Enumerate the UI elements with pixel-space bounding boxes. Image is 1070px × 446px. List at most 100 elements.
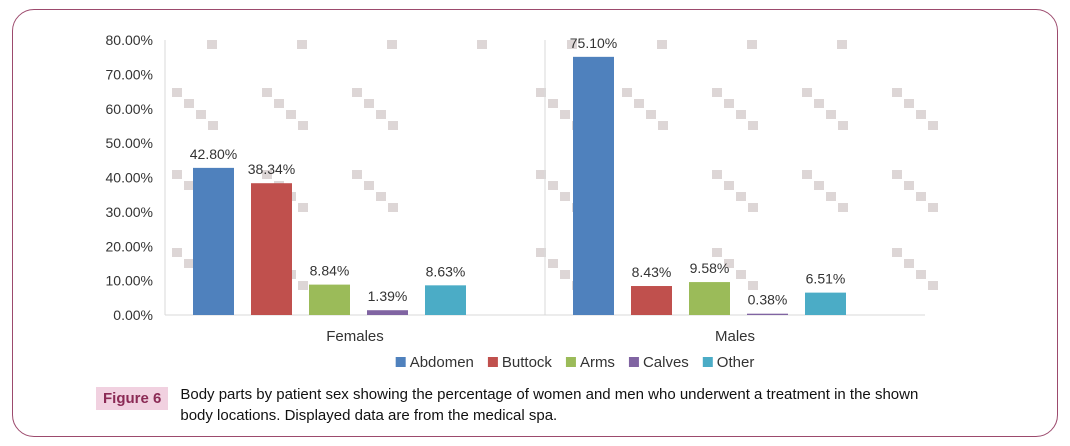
- figure-frame: [12, 9, 1058, 437]
- legend-swatch-arms: [565, 357, 576, 367]
- pattern-square: [352, 170, 362, 179]
- pattern-square: [172, 170, 182, 179]
- pattern-square: [536, 170, 546, 179]
- caption-line-1: Body parts by patient sex showing the pe…: [180, 386, 919, 403]
- pattern-square: [658, 121, 668, 130]
- figure-caption: Figure 6 Body parts by patient sex showi…: [96, 384, 1016, 426]
- pattern-square: [736, 192, 746, 201]
- pattern-square: [904, 259, 914, 268]
- bar-calves-males: [747, 313, 788, 315]
- y-tick-label: 50.00%: [106, 135, 153, 151]
- data-label: 9.58%: [690, 260, 730, 276]
- pattern-square: [560, 110, 570, 119]
- bar-calves-females: [367, 310, 408, 315]
- x-category-label: Males: [715, 328, 755, 345]
- pattern-square: [748, 121, 758, 130]
- pattern-square: [352, 88, 362, 97]
- data-labels: 42.80% 38.34% 8.84% 1.39% 8.63% 75.10% 8.43% 9.…: [190, 35, 846, 308]
- pattern-square: [657, 40, 667, 49]
- pattern-square: [928, 121, 938, 130]
- pattern-square: [622, 88, 632, 97]
- y-tick-label: 20.00%: [106, 238, 153, 254]
- bar-chart: 0.00% 10.00% 20.00% 30.00% 40.00% 50.00% 60.00…: [106, 32, 938, 371]
- pattern-square: [837, 40, 847, 49]
- pattern-square: [712, 88, 722, 97]
- pattern-square: [748, 203, 758, 212]
- pattern-square: [184, 181, 194, 190]
- pattern-square: [262, 170, 272, 179]
- pattern-square: [928, 203, 938, 212]
- x-axis-categories: Females Males: [326, 328, 755, 345]
- bar-abdomen-females: [193, 167, 234, 315]
- pattern-square: [536, 88, 546, 97]
- bar-other-males: [805, 292, 846, 315]
- pattern-square: [748, 281, 758, 290]
- bar-abdomen-males: [573, 56, 614, 315]
- y-tick-label: 60.00%: [106, 101, 153, 117]
- pattern-square: [208, 121, 218, 130]
- pattern-square: [536, 248, 546, 257]
- pattern-square: [548, 259, 558, 268]
- pattern-square: [364, 181, 374, 190]
- pattern-square: [838, 203, 848, 212]
- caption-text: Body parts by patient sex showing the pe…: [180, 384, 918, 426]
- pattern-square: [892, 170, 902, 179]
- pattern-square: [297, 40, 307, 49]
- legend-swatch-abdomen: [395, 357, 406, 367]
- y-tick-label: 40.00%: [106, 170, 153, 186]
- pattern-square: [376, 192, 386, 201]
- y-axis-ticks: 0.00% 10.00% 20.00% 30.00% 40.00% 50.00% 60.00…: [106, 32, 153, 323]
- pattern-square: [826, 110, 836, 119]
- pattern-square: [298, 281, 308, 290]
- y-tick-label: 70.00%: [106, 66, 153, 82]
- data-label: 38.34%: [248, 161, 295, 177]
- pattern-square: [274, 99, 284, 108]
- pattern-square: [196, 110, 206, 119]
- caption-line-2: body locations. Displayed data are from …: [180, 407, 558, 424]
- pattern-square: [560, 270, 570, 279]
- bar-buttock-females: [251, 183, 292, 315]
- pattern-square: [802, 88, 812, 97]
- data-label: 0.38%: [748, 292, 788, 308]
- pattern-square: [916, 192, 926, 201]
- legend-swatch-buttock: [487, 357, 498, 367]
- pattern-square: [916, 110, 926, 119]
- legend-swatch-other: [702, 357, 713, 367]
- y-tick-label: 30.00%: [106, 204, 153, 220]
- pattern-square: [928, 281, 938, 290]
- pattern-square: [388, 203, 398, 212]
- bar-arms-males: [689, 282, 730, 315]
- pattern-square: [477, 40, 487, 49]
- pattern-square: [724, 259, 734, 268]
- pattern-square: [184, 99, 194, 108]
- data-label: 8.84%: [310, 263, 350, 279]
- data-label: 42.80%: [190, 146, 237, 162]
- pattern-square: [646, 110, 656, 119]
- pattern-square: [376, 110, 386, 119]
- pattern-square: [904, 99, 914, 108]
- pattern-square: [634, 99, 644, 108]
- pattern-square: [172, 248, 182, 257]
- pattern-square: [548, 99, 558, 108]
- legend-swatch-calves: [628, 357, 639, 367]
- pattern-square: [904, 181, 914, 190]
- legend-label: Arms: [580, 354, 615, 371]
- pattern-square: [567, 40, 577, 49]
- data-label: 1.39%: [368, 288, 408, 304]
- pattern-square: [736, 270, 746, 279]
- pattern-square: [388, 121, 398, 130]
- data-label: 8.43%: [632, 264, 672, 280]
- pattern-square: [838, 121, 848, 130]
- pattern-square: [712, 170, 722, 179]
- pattern-square: [298, 121, 308, 130]
- pattern-square: [298, 203, 308, 212]
- pattern-square: [184, 259, 194, 268]
- pattern-square: [172, 88, 182, 97]
- y-tick-label: 0.00%: [113, 307, 153, 323]
- pattern-square: [286, 110, 296, 119]
- figure-label: Figure 6: [96, 387, 169, 410]
- y-tick-label: 10.00%: [106, 273, 153, 289]
- data-label: 6.51%: [806, 271, 846, 287]
- pattern-square: [814, 99, 824, 108]
- bars-group: [193, 56, 846, 315]
